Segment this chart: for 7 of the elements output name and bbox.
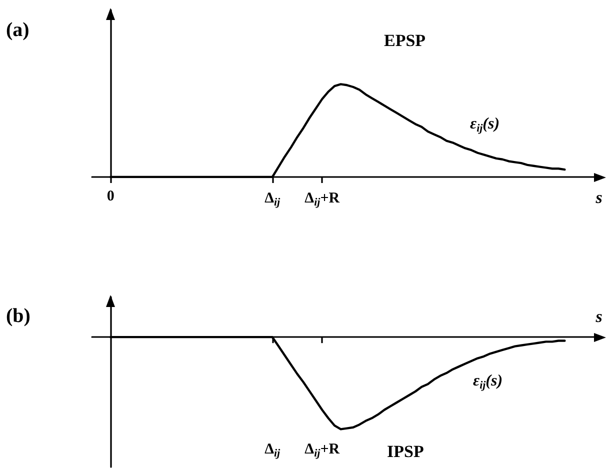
chart-title: (a): [6, 19, 30, 41]
text: IPSP: [387, 442, 424, 461]
x-axis-title: s: [594, 188, 603, 207]
chart-title: (b): [6, 305, 30, 327]
text: EPSP: [384, 31, 426, 50]
x-axis-title: s: [594, 307, 603, 326]
x-tick-label: 0: [106, 188, 114, 204]
